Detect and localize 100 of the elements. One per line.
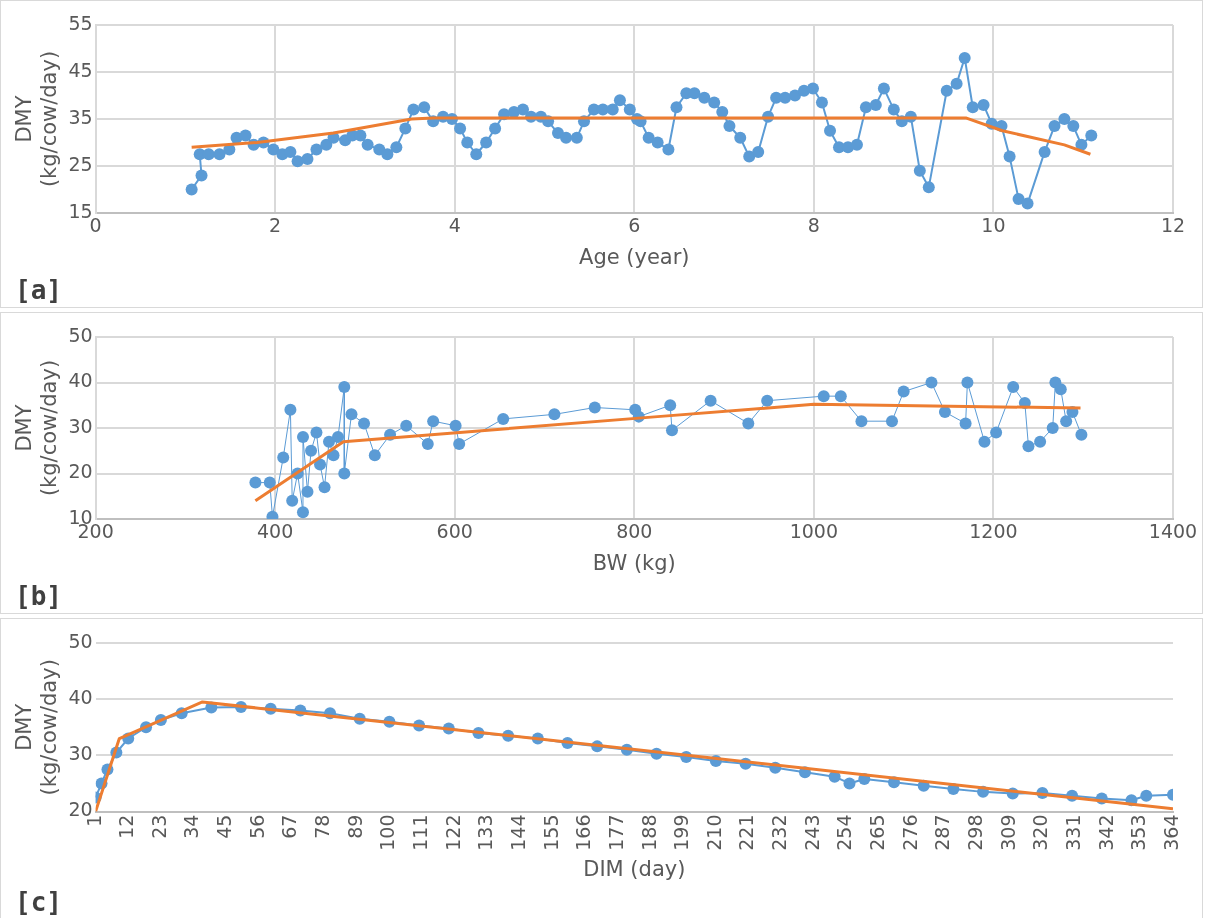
x-tick-label: 600 [436, 520, 473, 543]
x-tick-label: 309 [996, 814, 1019, 851]
y-axis-title: DMY (kg/cow/day) [12, 659, 62, 796]
x-axis-title: DIM (day) [583, 856, 686, 881]
point [843, 777, 856, 790]
x-tick-label: 221 [735, 814, 758, 851]
point [1075, 428, 1088, 441]
x-tick-label: 353 [1127, 814, 1150, 851]
point [400, 419, 413, 432]
x-tick-label: 34 [180, 814, 203, 839]
x-tick-label: 144 [506, 814, 529, 851]
x-tick-label: 287 [931, 814, 954, 851]
point [421, 437, 434, 450]
y-tick-label: 50 [68, 323, 93, 346]
point [301, 485, 314, 498]
point [277, 451, 290, 464]
x-tick-label: 400 [257, 520, 294, 543]
x-tick-label: 800 [616, 520, 653, 543]
x-tick-label: 122 [441, 814, 464, 851]
x-tick-label: 45 [213, 814, 236, 839]
y-tick-label: 20 [68, 460, 93, 483]
x-tick-label: 12 [115, 814, 138, 839]
x-tick-label: 1000 [789, 520, 839, 543]
point [704, 394, 717, 407]
y-axis-title: DMY (kg/cow/day) [12, 50, 62, 188]
x-tick-label: 78 [311, 814, 334, 839]
x-tick-label: 298 [964, 814, 987, 851]
point [332, 431, 344, 444]
y-tick-label: 30 [68, 742, 93, 765]
x-tick-label: 89 [343, 814, 366, 839]
point [338, 381, 351, 394]
x-tick-label: 232 [768, 814, 791, 851]
text: [b] [15, 581, 62, 611]
x-tick-label: 342 [1094, 814, 1117, 851]
point [345, 408, 358, 421]
x-tick-label: 1400 [1148, 520, 1198, 543]
x-axis-title: BW (kg) [592, 550, 676, 575]
point [1060, 415, 1073, 428]
x-tick-label: 210 [702, 814, 725, 851]
x-tick-label: 364 [1159, 814, 1182, 851]
x-tick-label: 243 [800, 814, 823, 851]
point [449, 419, 462, 432]
x-tick-label: 12 [1160, 214, 1186, 237]
point [1140, 789, 1153, 802]
point [286, 494, 299, 507]
x-tick-label: 67 [278, 814, 301, 839]
point [959, 417, 972, 430]
point [305, 444, 318, 457]
x-tick-label: 276 [898, 814, 921, 851]
y-tick-label: 55 [68, 11, 93, 34]
y-tick-label: 40 [68, 686, 93, 709]
point [817, 390, 830, 403]
point [453, 437, 466, 450]
point [742, 417, 755, 430]
point [1054, 383, 1067, 396]
point [834, 390, 847, 403]
point [761, 394, 774, 407]
x-tick-label: 4 [448, 214, 461, 237]
x-tick-label: 1200 [969, 520, 1018, 543]
point [1007, 381, 1020, 394]
x-axis-title: Age (year) [579, 244, 690, 269]
point [296, 431, 309, 444]
point [310, 426, 323, 439]
point [588, 401, 601, 414]
y-tick-label: 45 [68, 58, 93, 81]
point [548, 408, 561, 421]
point [427, 415, 440, 428]
point [284, 403, 297, 416]
x-tick-label: 2 [269, 214, 282, 237]
x-tick-label: 320 [1029, 814, 1052, 851]
point [885, 415, 898, 428]
x-tick-label: 177 [604, 814, 627, 851]
y-tick-label: 40 [68, 369, 93, 392]
x-tick-label: 10 [981, 214, 1006, 237]
x-tick-label: 111 [409, 814, 432, 851]
point [318, 481, 331, 494]
text: [a] [15, 275, 62, 305]
point [978, 435, 991, 448]
x-tick-label: 6 [628, 214, 641, 237]
x-tick-label: 188 [637, 814, 660, 851]
y-axis-title: DMY (kg/cow/day) [12, 359, 62, 497]
x-tick-label: 133 [474, 814, 497, 851]
x-tick-label: 199 [670, 814, 693, 851]
x-tick-label: 331 [1061, 814, 1084, 851]
point [990, 426, 1003, 439]
point [897, 385, 910, 398]
x-tick-label: 254 [833, 814, 856, 851]
point [925, 376, 938, 389]
x-tick-label: 265 [866, 814, 889, 851]
point [368, 449, 381, 462]
point [497, 412, 510, 425]
x-tick-label: 23 [147, 814, 170, 839]
x-tick-label: 8 [807, 214, 820, 237]
point [961, 376, 974, 389]
point [1022, 440, 1035, 453]
text: [c] [15, 887, 62, 917]
point [249, 476, 262, 489]
point [338, 467, 351, 480]
y-tick-label: 30 [68, 414, 93, 437]
y-tick-label: 50 [68, 629, 93, 652]
